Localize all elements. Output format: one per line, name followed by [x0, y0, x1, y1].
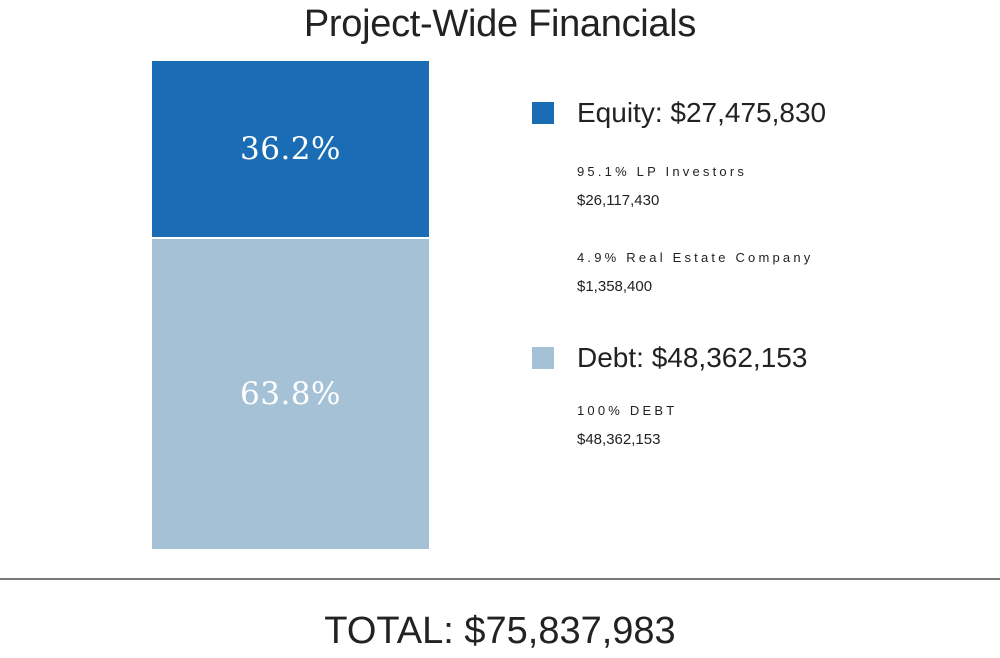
debt-breakdown: 100% DEBT $48,362,153	[577, 402, 677, 450]
bar-segment-equity: 36.2%	[152, 61, 429, 237]
debt-value: $48,362,153	[577, 431, 661, 448]
legend-equity: Equity: $27,475,830	[532, 93, 826, 133]
debt-label: 100% DEBT	[577, 403, 678, 418]
stacked-bar: 36.2% 63.8%	[152, 61, 429, 549]
equity-swatch	[532, 102, 554, 124]
chart-title: Project-Wide Financials	[303, 3, 697, 45]
legend-debt: Debt: $48,362,153	[532, 338, 807, 378]
equity-heading: Equity: $27,475,830	[577, 97, 827, 128]
bar-label-debt: 63.8%	[240, 375, 341, 412]
lp-investors-label: 95.1% LP Investors	[577, 164, 748, 179]
divider-line	[0, 578, 1000, 580]
real-estate-company-value: $1,358,400	[577, 278, 653, 295]
lp-investors-value: $26,117,430	[577, 192, 660, 209]
total-amount: TOTAL: $75,837,983	[324, 610, 676, 652]
equity-breakdown-company: 4.9% Real Estate Company $1,358,400	[577, 249, 814, 297]
debt-heading: Debt: $48,362,153	[577, 342, 808, 373]
real-estate-company-label: 4.9% Real Estate Company	[577, 250, 814, 265]
debt-swatch	[532, 347, 554, 369]
bar-label-equity: 36.2%	[240, 130, 341, 167]
bar-segment-debt: 63.8%	[152, 236, 429, 549]
equity-breakdown-lp: 95.1% LP Investors $26,117,430	[577, 163, 747, 211]
